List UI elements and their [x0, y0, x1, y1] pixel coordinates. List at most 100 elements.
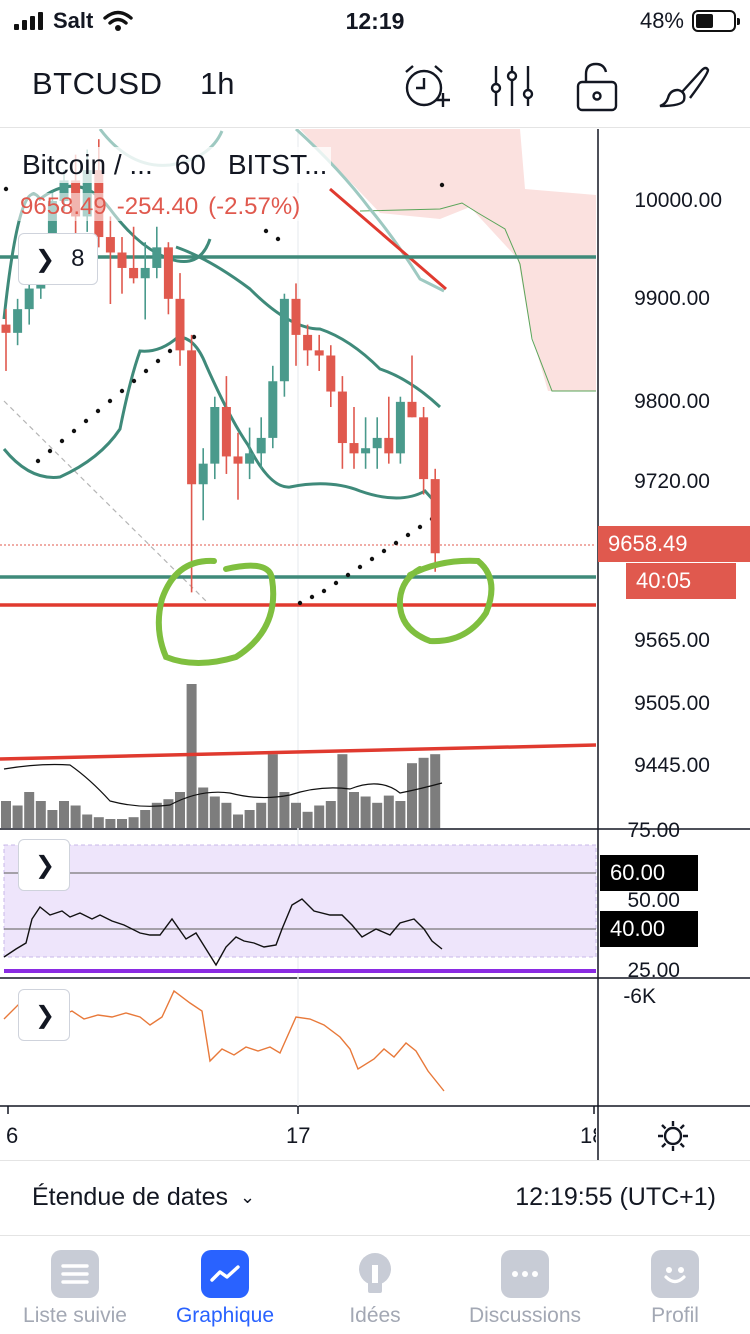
candle-body — [291, 298, 301, 335]
sar-dot — [47, 448, 53, 454]
rsi-lower-tag: 40.00 — [600, 911, 698, 947]
candle-body — [337, 391, 347, 444]
candle-body — [163, 247, 173, 299]
timezone-clock[interactable]: 12:19:55 (UTC+1) — [515, 1183, 716, 1211]
volume-bar — [221, 802, 232, 828]
indicators-expand-button[interactable]: ❯ 8 — [18, 233, 98, 285]
annotation-circle-left — [155, 557, 277, 666]
volume-bar — [233, 814, 243, 828]
tab-watchlist[interactable]: Liste suivie — [0, 1236, 150, 1334]
candle-body — [152, 247, 162, 268]
sar-dot — [309, 594, 315, 600]
interval-button[interactable]: 1h — [200, 66, 235, 101]
chart-toolbar: BTCUSD 1h — [0, 44, 750, 128]
volume-trendline — [0, 743, 597, 761]
candle-body — [24, 288, 34, 310]
candle-body — [407, 401, 417, 418]
tab-label: Discussions — [468, 1304, 582, 1327]
legend-interval: 60 — [174, 149, 206, 180]
volume-bar — [163, 799, 174, 828]
candle-body — [384, 437, 394, 454]
indicators-icon[interactable] — [484, 58, 540, 114]
chart-area[interactable]: Bitcoin / ... 60 BITST... 9658.49 -254.4… — [0, 129, 750, 1160]
sar-dot — [417, 524, 423, 530]
price-axis-label: 9900.00 — [634, 287, 710, 310]
sar-dot — [321, 588, 327, 594]
price-axis-label: 9445.00 — [634, 754, 710, 777]
candle-body — [198, 463, 208, 485]
sar-dot — [167, 348, 173, 354]
volume-bar — [175, 792, 185, 828]
ichimoku-cloud — [225, 129, 596, 391]
time-axis-label: 18 — [580, 1123, 596, 1148]
obv-axis-label: -6K — [623, 985, 656, 1008]
wifi-icon — [103, 10, 134, 31]
price-axis-label: 9505.00 — [634, 692, 710, 715]
tab-label: Graphique — [175, 1304, 275, 1327]
ichimoku-span-line — [359, 202, 596, 392]
volume-bar — [151, 802, 162, 828]
volume-bar — [302, 811, 313, 828]
price-axis-label: 10000.00 — [634, 189, 722, 212]
candle-body — [59, 180, 69, 201]
status-right: 48% — [640, 8, 740, 34]
volume-bar — [291, 802, 301, 828]
alarm-add-icon[interactable] — [398, 58, 454, 114]
sar-dot — [439, 182, 445, 188]
date-range-bar: Étendue de dates ⌄ 12:19:55 (UTC+1) — [0, 1160, 750, 1236]
volume-bar — [325, 801, 336, 828]
volume-bar — [279, 792, 290, 828]
volume-bar — [430, 754, 441, 828]
chevron-down-icon: ⌄ — [240, 1187, 256, 1207]
volume-ma-line — [3, 763, 443, 807]
tab-label: Liste suivie — [23, 1304, 127, 1327]
candle-body — [175, 298, 185, 351]
candle-body — [314, 350, 324, 356]
volume-bar — [244, 810, 255, 828]
drawing-brush-icon[interactable] — [656, 58, 712, 114]
unlock-icon[interactable] — [570, 58, 626, 114]
sar-dot — [345, 572, 351, 578]
time-axis-label: 17 — [286, 1123, 311, 1148]
sar-dot — [297, 600, 303, 606]
tab-ideas[interactable]: Idées — [300, 1236, 450, 1334]
status-left: Salt — [14, 8, 134, 34]
obv-expand-button[interactable]: ❯ — [18, 989, 70, 1041]
settings-gear-icon[interactable] — [656, 1119, 690, 1153]
sar-dot — [35, 458, 41, 464]
chevron-right-icon: ❯ — [35, 1001, 56, 1029]
sar-dot — [381, 548, 387, 554]
volume-bar — [395, 801, 406, 828]
volume-bar — [314, 805, 325, 828]
chart-canvas[interactable] — [0, 129, 750, 1160]
sar-dot — [275, 236, 281, 242]
status-bar: Salt 12:19 48% — [0, 0, 750, 40]
time-axis-label: 6 — [6, 1123, 19, 1148]
sar-dot — [95, 408, 101, 414]
sar-dot — [107, 398, 113, 404]
date-range-button[interactable]: Étendue de dates ⌄ — [32, 1183, 255, 1212]
candle-body — [187, 350, 197, 485]
legend-change: -254.40 — [116, 193, 199, 220]
symbol-button[interactable]: BTCUSD — [32, 66, 163, 101]
tab-chart[interactable]: Graphique — [150, 1236, 300, 1334]
sar-dot — [119, 388, 125, 394]
candle-body — [349, 443, 359, 454]
volume-bar — [93, 817, 104, 828]
legend-symbol-name: Bitcoin / ... — [22, 149, 153, 180]
legend-values-row: 9658.49 -254.40 (-2.57%) — [18, 193, 332, 221]
sar-dot — [393, 540, 399, 546]
volume-bar — [128, 817, 139, 828]
price-axis-label: 9800.00 — [634, 390, 710, 413]
tab-discussions[interactable]: Discussions — [450, 1236, 600, 1334]
annotation-circle-right — [396, 557, 495, 645]
tab-profile[interactable]: Profil — [600, 1236, 750, 1334]
candle-body — [1, 324, 11, 333]
sar-dot — [333, 580, 339, 586]
candle-body — [233, 456, 243, 464]
legend-price: 9658.49 — [20, 193, 107, 220]
rsi-expand-button[interactable]: ❯ — [18, 839, 70, 891]
candle-body — [47, 201, 57, 253]
volume-bar — [1, 801, 11, 828]
sar-dot — [155, 358, 161, 364]
